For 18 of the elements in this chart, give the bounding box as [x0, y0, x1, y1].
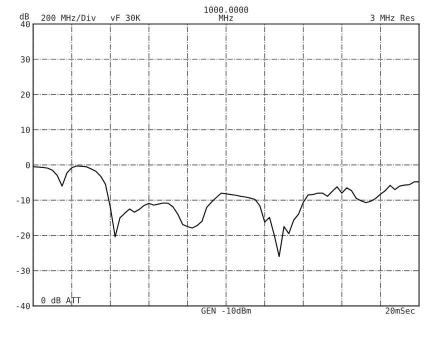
- text: GEN -10dBm: [201, 307, 251, 314]
- text: 200 MHz/Div: [41, 14, 96, 22]
- y-tick-label: -20: [16, 232, 30, 239]
- text: vF 30K: [110, 14, 140, 21]
- y-tick-label: 0: [26, 162, 30, 168]
- y-tick-label: -10: [16, 197, 30, 204]
- line-series: [33, 165, 420, 258]
- y-tick-label: 20: [20, 91, 30, 98]
- y-tick-label: 10: [21, 126, 30, 134]
- text: 1000.0000 MHz: [204, 6, 248, 21]
- text: 3 MHz Res: [370, 14, 414, 21]
- y-tick-label: 30: [20, 56, 30, 63]
- y-tick-label: 40: [20, 21, 30, 28]
- text: 20mSec: [386, 307, 414, 314]
- y-tick-label: -40: [16, 302, 30, 310]
- y-axis-title: dB: [20, 13, 29, 20]
- annotation: 0 dB ATT: [41, 296, 81, 304]
- y-tick-label: -30: [16, 268, 30, 274]
